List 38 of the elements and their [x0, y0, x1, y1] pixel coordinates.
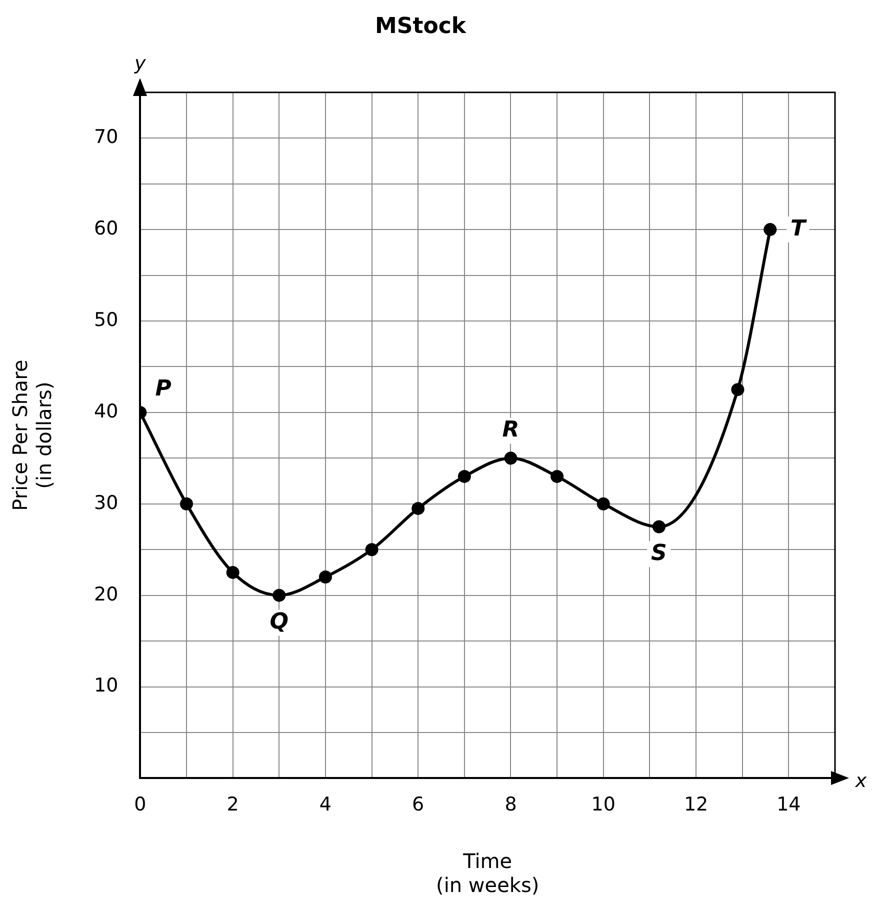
x-tick-label: 8 [504, 794, 517, 816]
y-tick-label: 20 [94, 583, 118, 606]
annotation: Q [270, 609, 288, 634]
point [180, 497, 193, 510]
point [550, 470, 564, 483]
y-tick-label: 30 [94, 492, 118, 514]
point [458, 470, 471, 483]
x-tick-label: 2 [226, 794, 239, 816]
y-tick-label: 60 [94, 217, 118, 240]
point [226, 566, 240, 579]
chart-title: MStock [374, 14, 468, 39]
x-tick-label: 6 [412, 794, 424, 816]
annotation: R [502, 417, 520, 442]
annotation: T [790, 216, 808, 242]
point [731, 383, 744, 396]
y-tick-label: 70 [94, 126, 118, 148]
point [272, 588, 286, 602]
point [596, 497, 610, 510]
y-tick-label: 50 [94, 308, 118, 331]
text: x [854, 770, 868, 792]
point [764, 223, 777, 236]
point [318, 570, 332, 584]
annotation: S [651, 540, 667, 566]
annotation: P [155, 376, 172, 402]
x-tick-label: 0 [134, 794, 146, 816]
x-tick-label: 14 [776, 794, 801, 816]
x-tick-label: 10 [591, 794, 616, 816]
x-tick-label: 12 [684, 794, 708, 816]
x-tick-label: 4 [319, 794, 332, 816]
y-axis-title: Price Per Share (in dollars) [8, 360, 56, 511]
point [504, 452, 518, 465]
text: y [134, 52, 147, 74]
point [365, 543, 378, 556]
point [652, 520, 666, 534]
x-axis-title: Time (in weeks) [436, 849, 540, 898]
y-tick-label: 40 [94, 400, 118, 422]
y-tick-label: 10 [94, 674, 118, 697]
point [412, 502, 425, 515]
